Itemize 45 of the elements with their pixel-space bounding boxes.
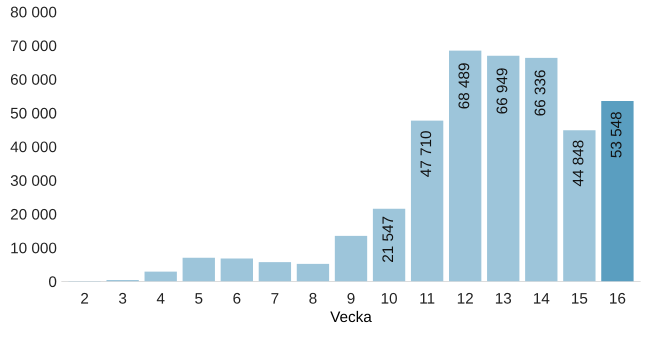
y-tick-label: 50 000 xyxy=(10,108,56,119)
x-tick-label: 6 xyxy=(233,292,240,304)
x-tick-label: 8 xyxy=(309,292,317,304)
data-label: 66 949 xyxy=(496,68,508,114)
data-label: 47 710 xyxy=(420,131,432,177)
bar xyxy=(410,120,444,282)
bar xyxy=(296,264,330,282)
bar xyxy=(449,50,482,282)
data-label: 68 489 xyxy=(458,63,470,109)
y-tick-label: 10 000 xyxy=(11,242,56,254)
x-tick-label: 5 xyxy=(195,293,202,304)
y-tick-label: 60 000 xyxy=(10,74,56,85)
x-axis-title: Vecka xyxy=(330,310,372,322)
y-tick-label: 0 xyxy=(48,276,56,288)
bar xyxy=(563,130,596,282)
x-tick-label: 13 xyxy=(496,292,512,304)
data-label: 66 336 xyxy=(534,70,546,116)
bar xyxy=(601,100,634,282)
bar xyxy=(220,258,253,282)
bar xyxy=(372,208,406,282)
x-tick-label: 2 xyxy=(81,292,88,304)
x-tick-label: 12 xyxy=(458,292,473,304)
x-tick-label: 10 xyxy=(382,292,397,304)
y-tick-label: 20 000 xyxy=(10,208,56,220)
y-tick-label: 30 000 xyxy=(10,175,56,186)
y-tick-label: 70 000 xyxy=(10,40,56,52)
x-tick-label: 3 xyxy=(118,292,126,304)
data-label: 53 548 xyxy=(610,112,622,158)
bar xyxy=(144,272,177,282)
bar xyxy=(258,262,292,282)
data-label: 44 848 xyxy=(572,140,584,186)
x-tick-label: 4 xyxy=(156,293,165,304)
x-tick-label: 14 xyxy=(534,293,550,304)
y-tick-label: 80 000 xyxy=(10,6,56,18)
y-tick-label: 40 000 xyxy=(10,141,56,152)
bar xyxy=(334,236,368,282)
x-tick-label: 16 xyxy=(610,292,626,304)
bar xyxy=(487,56,520,282)
x-tick-label: 7 xyxy=(271,293,278,304)
data-label: 21 547 xyxy=(382,216,394,262)
bar xyxy=(525,58,558,282)
bar xyxy=(182,258,215,282)
x-tick-label: 11 xyxy=(420,293,434,304)
x-tick-label: 15 xyxy=(572,293,588,304)
x-tick-label: 9 xyxy=(347,292,355,304)
